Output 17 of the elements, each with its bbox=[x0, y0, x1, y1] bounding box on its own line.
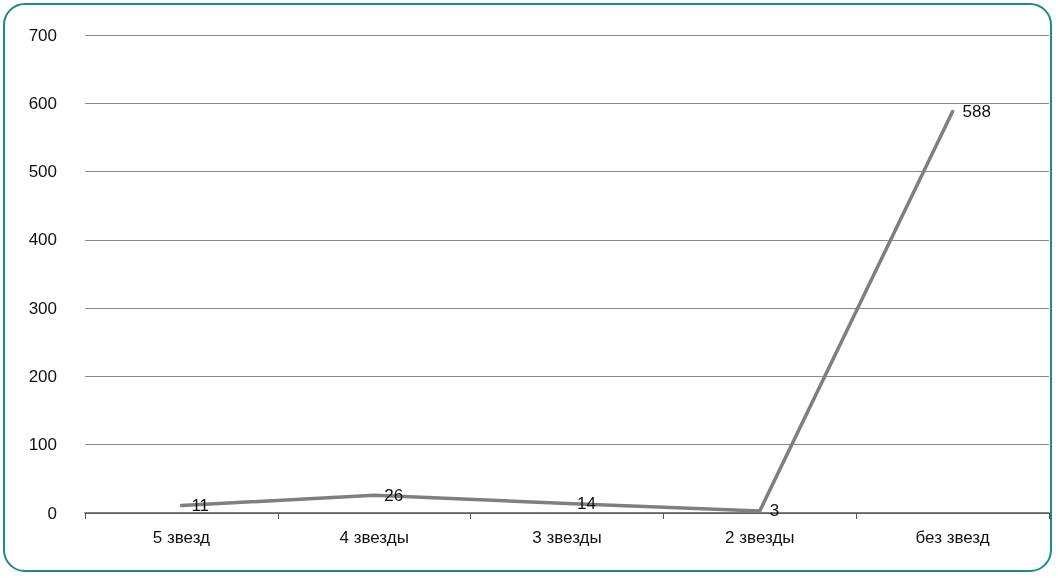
y-tick-label: 200 bbox=[28, 366, 57, 386]
x-tick-label: без звезд bbox=[915, 528, 990, 547]
x-tick-label: 2 звезды bbox=[725, 528, 795, 547]
y-tick-label: 100 bbox=[28, 435, 57, 455]
data-label: 588 bbox=[962, 101, 991, 121]
y-tick-label: 300 bbox=[28, 298, 57, 318]
data-label: 11 bbox=[191, 495, 210, 515]
x-tick-label: 4 звезды bbox=[339, 528, 409, 547]
data-label: 14 bbox=[577, 493, 596, 513]
y-tick-label: 600 bbox=[28, 93, 57, 113]
x-tick-label: 3 звезды bbox=[532, 528, 602, 547]
y-tick-label: 400 bbox=[28, 230, 57, 250]
y-tick-label: 500 bbox=[28, 162, 57, 182]
y-tick-label: 700 bbox=[28, 25, 57, 45]
x-tick-label: 5 звезд bbox=[152, 528, 211, 547]
data-label: 26 bbox=[384, 485, 404, 505]
y-tick-label: 0 bbox=[47, 503, 57, 523]
